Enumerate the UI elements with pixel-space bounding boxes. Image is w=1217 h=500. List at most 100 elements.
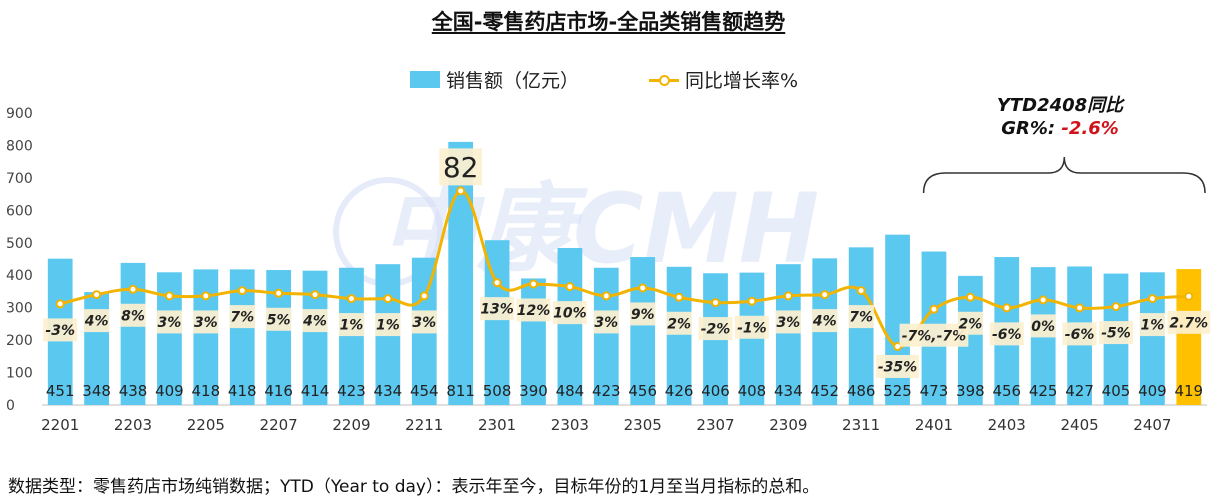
growth-point — [528, 279, 538, 289]
x-tick-label: 2405 — [1060, 416, 1098, 434]
growth-label: 1% — [1139, 313, 1166, 337]
x-tick-label: 2305 — [624, 416, 662, 434]
growth-label: 7% — [848, 305, 874, 329]
x-tick-label: 2301 — [478, 416, 516, 434]
growth-label-text: 13% — [480, 302, 514, 318]
growth-label: 8% — [120, 303, 146, 327]
growth-point — [383, 294, 393, 304]
x-tick-label: 2401 — [915, 416, 953, 434]
growth-label-box — [83, 309, 110, 333]
growth-label: -7%,-7% — [899, 323, 969, 347]
growth-label: 3% — [193, 310, 219, 334]
y-tick-label: 600 — [6, 203, 33, 219]
growth-label-box — [1062, 322, 1097, 346]
growth-label: 1% — [375, 313, 401, 337]
legend-line-swatch — [649, 73, 680, 87]
growth-point — [965, 292, 975, 302]
bar-value-label: 426 — [665, 382, 694, 400]
growth-line — [55, 186, 1194, 351]
bar-value-label: 409 — [155, 382, 184, 400]
growth-label-text: 3% — [594, 315, 618, 331]
bar-value-label: 438 — [119, 382, 148, 400]
growth-label: -6% — [1062, 322, 1097, 346]
growth-label: 3% — [411, 310, 437, 334]
growth-label: 2% — [957, 311, 984, 335]
y-tick-label: 400 — [6, 268, 33, 284]
growth-label-text: 7% — [849, 310, 873, 326]
bar-value-label: 486 — [847, 382, 876, 400]
growth-label-text: 5% — [267, 312, 291, 328]
growth-label-box — [876, 354, 919, 378]
growth-label-text: -35% — [878, 359, 917, 375]
x-tick-label: 2303 — [551, 416, 589, 434]
growth-label-text: -3% — [45, 323, 75, 339]
growth-label-box — [516, 298, 551, 322]
growth-point — [601, 291, 611, 301]
growth-point — [783, 291, 793, 301]
ytd-brace — [922, 156, 1206, 194]
growth-label-box — [593, 310, 619, 334]
x-tick-label: 2309 — [769, 416, 807, 434]
bar-value-label: 419 — [1174, 382, 1203, 400]
growth-label: 12% — [516, 298, 551, 322]
x-tick-label: 2407 — [1133, 416, 1171, 434]
growth-line-path — [59, 189, 1189, 348]
x-tick-label: 2203 — [114, 416, 152, 434]
growth-point — [638, 283, 648, 293]
growth-label-box — [989, 322, 1024, 346]
legend-item-growth: 同比增长率% — [649, 66, 798, 93]
growth-point — [820, 290, 830, 300]
growth-point — [1075, 303, 1085, 313]
growth-point — [346, 294, 356, 304]
growth-label-box — [552, 301, 587, 325]
x-tick-label: 2205 — [187, 416, 225, 434]
growth-label: 5% — [265, 307, 292, 331]
growth-label-box — [193, 310, 219, 334]
growth-label: 3% — [156, 310, 183, 334]
growth-label-box — [812, 309, 838, 333]
growth-label-text: 10% — [553, 306, 587, 322]
growth-point — [1002, 303, 1012, 313]
growth-label-box — [630, 302, 656, 326]
growth-label-text: -2% — [701, 322, 731, 338]
bar-value-label: 406 — [701, 382, 730, 400]
data-labels: 451 348 438 409 418 418 416 414 423 434 454 811 508 3… — [43, 148, 1211, 400]
growth-label-text: -1% — [737, 320, 767, 336]
growth-point — [1111, 302, 1121, 312]
growth-point — [164, 291, 174, 301]
legend-item-sales: 销售额（亿元） — [410, 66, 579, 93]
growth-label-box — [411, 310, 437, 334]
ytd-gr-label: GR%: — [1001, 118, 1062, 139]
bar-value-label: 414 — [301, 382, 330, 400]
bar-value-label: 525 — [883, 382, 912, 400]
bar — [775, 264, 801, 405]
bar-value-label: 348 — [82, 382, 111, 400]
ytd-note: YTD2408同比 GR%: -2.6% — [960, 94, 1160, 140]
x-tick-label: 2207 — [260, 416, 298, 434]
bar — [630, 257, 656, 405]
growth-label-text: 1% — [340, 318, 364, 334]
growth-label-text: 4% — [812, 314, 837, 330]
growth-label-text: -6% — [1065, 327, 1095, 343]
growth-label-text: -7%,-7% — [902, 328, 966, 344]
growth-label-text: 12% — [517, 303, 551, 319]
growth-point — [565, 282, 575, 292]
legend-bar-swatch — [410, 71, 440, 88]
bar-value-label: 418 — [192, 382, 221, 400]
y-tick-label: 800 — [6, 138, 33, 154]
growth-point — [274, 288, 284, 298]
growth-label-text: 0% — [1031, 319, 1055, 335]
bar-value-label: 434 — [374, 382, 403, 400]
growth-label-text: 4% — [84, 314, 109, 330]
growth-label: -5% — [1098, 321, 1134, 345]
growth-label: 0% — [1030, 314, 1056, 338]
growth-point — [237, 286, 247, 296]
footnote: 数据类型：零售药店市场纯销数据；YTD（Year to day）：表示年至今，目… — [8, 477, 820, 497]
growth-label-text: 3% — [776, 315, 800, 331]
bar-value-label: 811 — [446, 382, 475, 400]
bar-value-label: 456 — [992, 382, 1021, 400]
growth-label-box — [265, 307, 292, 331]
growth-label-text: 1% — [1141, 318, 1165, 334]
bar-value-label: 508 — [483, 382, 512, 400]
growth-label: 2% — [666, 311, 692, 335]
